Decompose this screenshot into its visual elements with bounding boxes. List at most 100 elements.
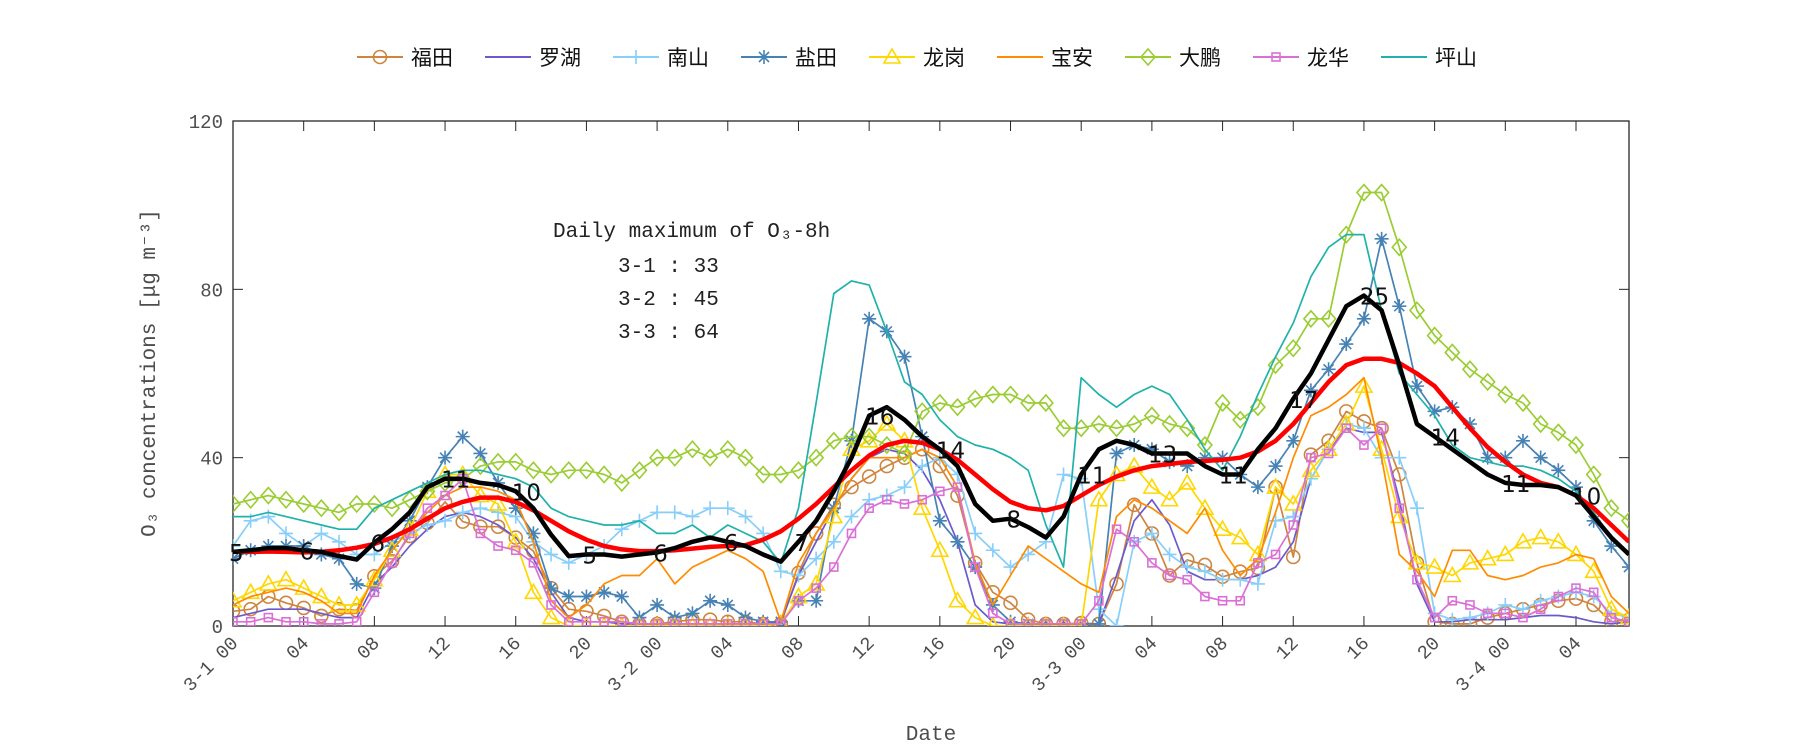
- plus-marker: [897, 480, 912, 495]
- diamond-marker: [772, 465, 789, 484]
- series-lines: [233, 183, 1629, 626]
- series-average-line: [233, 293, 1629, 564]
- point-label: 13: [1148, 442, 1177, 468]
- triangle-marker: [1354, 376, 1374, 393]
- diamond-marker: [295, 494, 312, 514]
- square-marker: [705, 619, 715, 626]
- plus-marker: [367, 547, 382, 562]
- point-label: 17: [1289, 388, 1318, 414]
- asterisk-marker: [1356, 311, 1371, 326]
- x-tick-label: 3-3 00: [1028, 633, 1092, 697]
- diamond-marker: [1603, 498, 1620, 518]
- plus-marker: [314, 526, 329, 541]
- triangle-marker: [1213, 519, 1232, 537]
- triangle-marker: [1531, 528, 1551, 545]
- x-tick-label: 20: [989, 633, 1021, 665]
- legend-item: 坪山: [1381, 46, 1477, 70]
- circle-marker: [702, 612, 718, 626]
- square-marker: [581, 616, 592, 626]
- point-label: 6: [300, 539, 315, 565]
- point-label: 5: [229, 541, 244, 567]
- square-marker: [1005, 619, 1016, 626]
- plus-marker: [667, 505, 682, 520]
- triangle-marker: [1619, 607, 1629, 625]
- plus-marker: [1197, 564, 1212, 579]
- triangle-marker: [1460, 553, 1480, 570]
- x-tick-label: 04: [282, 633, 314, 665]
- square-marker: [758, 619, 768, 626]
- x-tick-label: 16: [918, 633, 950, 665]
- square-marker: [811, 583, 821, 593]
- point-label: 16: [865, 405, 894, 431]
- x-tick-label: 04: [1555, 633, 1587, 665]
- square-marker: [1447, 595, 1458, 606]
- legend-item: 福田: [357, 46, 453, 70]
- asterisk-marker: [1392, 299, 1407, 314]
- point-label: 10: [512, 480, 541, 506]
- plus-marker: [738, 509, 753, 524]
- asterisk-marker: [1339, 337, 1354, 352]
- triangle-marker: [1566, 544, 1586, 562]
- diamond-marker: [1002, 385, 1019, 404]
- square-marker: [1288, 520, 1299, 530]
- triangle-marker: [1248, 544, 1268, 562]
- square-marker: [882, 494, 892, 505]
- point-label: 6: [724, 531, 739, 557]
- series-line: [233, 237, 1629, 625]
- plus-marker: [985, 543, 1000, 558]
- circle-marker: [1020, 612, 1036, 626]
- x-tick-label: 12: [1272, 633, 1304, 665]
- square-marker: [1341, 423, 1352, 434]
- diamond-marker: [843, 427, 860, 446]
- y-axis-title: O₃ concentrations [μg m⁻³]: [139, 209, 162, 537]
- triangle-marker: [1266, 477, 1285, 494]
- point-label: 5: [582, 543, 597, 569]
- plus-marker: [544, 547, 559, 562]
- diamond-marker: [277, 490, 295, 509]
- asterisk-marker: [1462, 417, 1477, 431]
- triangle-marker: [1584, 561, 1604, 579]
- triangle-marker: [912, 498, 932, 515]
- diamond-marker: [684, 440, 701, 459]
- plus-marker: [968, 526, 983, 541]
- circle-marker: [1250, 560, 1266, 576]
- square-marker: [1164, 570, 1175, 581]
- triangle-marker: [877, 414, 897, 431]
- diamond-marker: [596, 465, 613, 484]
- square-marker: [1429, 612, 1440, 623]
- diamond-marker: [1620, 511, 1629, 531]
- legend-label: 龙华: [1307, 46, 1349, 70]
- asterisk-marker: [508, 501, 523, 516]
- asterisk-marker: [950, 534, 965, 549]
- triangle-marker: [1160, 490, 1179, 507]
- plus-marker: [455, 505, 470, 520]
- diamond-marker: [1055, 418, 1072, 438]
- point-label: 25: [1360, 285, 1389, 311]
- square-marker: [1571, 583, 1581, 593]
- asterisk-marker: [1515, 433, 1530, 448]
- diamond-marker: [1108, 418, 1125, 438]
- point-label: 14: [936, 438, 965, 464]
- square-marker: [1235, 595, 1246, 606]
- square-marker: [387, 558, 397, 568]
- triangle-marker: [789, 586, 808, 604]
- circle-marker: [296, 600, 311, 616]
- diamond-marker: [1408, 301, 1426, 320]
- diamond-marker: [401, 490, 418, 509]
- diamond-marker: [543, 465, 560, 484]
- square-marker: [970, 562, 980, 572]
- x-tick-label: 20: [565, 633, 597, 665]
- plus-marker: [703, 501, 718, 516]
- asterisk-marker: [579, 589, 594, 604]
- diamond-marker: [1179, 418, 1196, 438]
- circle-marker: [1162, 568, 1177, 583]
- square-marker: [475, 528, 486, 539]
- square-marker: [1553, 591, 1564, 602]
- diamond-marker: [613, 473, 630, 493]
- square-marker: [616, 616, 627, 626]
- legend: 福田 罗湖 南山 盐田 龙岗 宝安 大鹏 龙华 坪山: [357, 46, 1477, 70]
- asterisk-marker: [862, 311, 877, 326]
- asterisk-marker: [1533, 450, 1548, 465]
- asterisk-marker: [703, 593, 718, 608]
- triangle-marker: [241, 582, 261, 600]
